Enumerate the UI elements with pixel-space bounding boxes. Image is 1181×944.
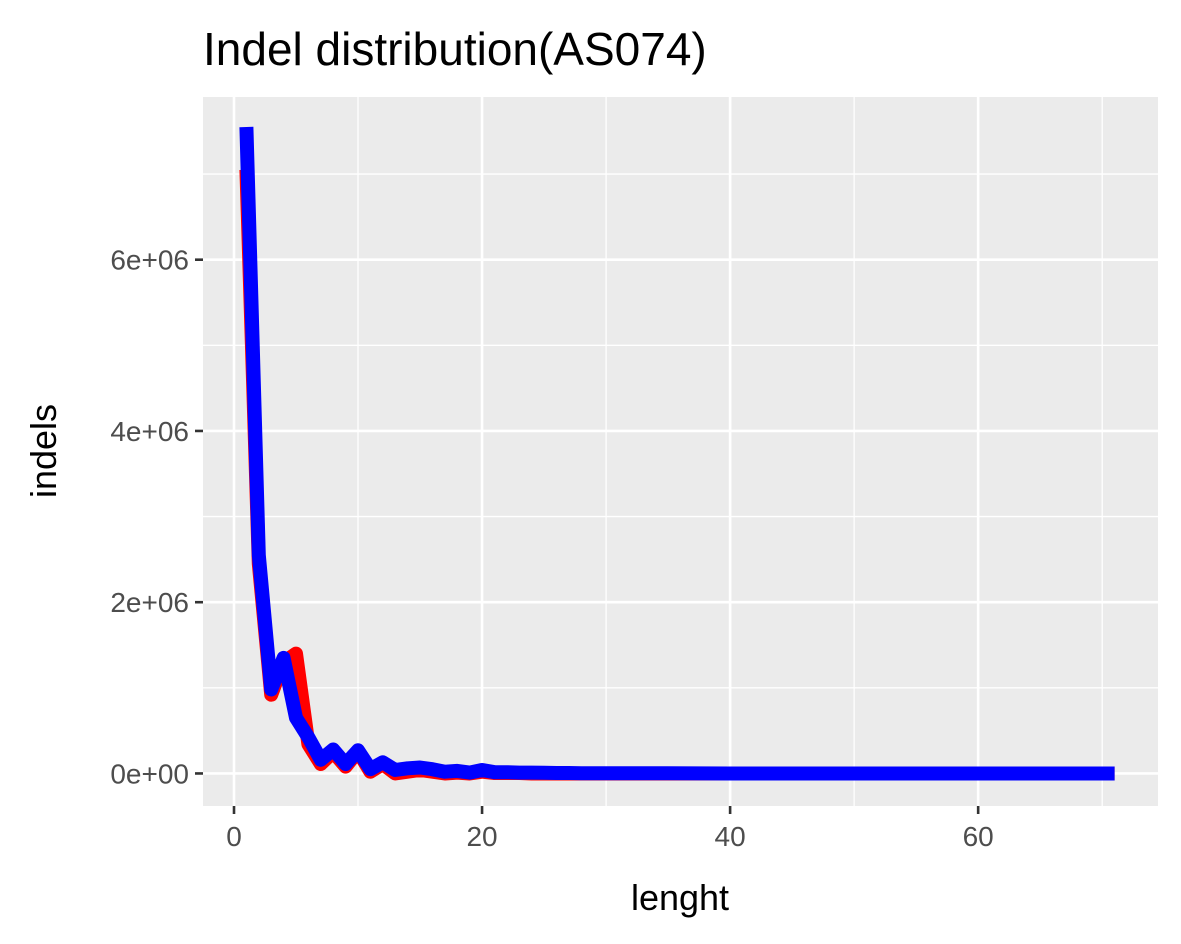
series-line-blue (239, 126, 1115, 781)
x-axis-title: lenght (631, 877, 729, 918)
x-tick-label: 40 (715, 821, 746, 852)
x-tick-label: 20 (466, 821, 497, 852)
y-tick-label: 6e+06 (110, 245, 189, 276)
plot-panel (203, 97, 1158, 806)
y-axis-title: indels (23, 404, 64, 498)
x-tick-label: 0 (226, 821, 242, 852)
axes: 0 20 40 60 0e+00 2e+06 4e+06 6e+06 (110, 245, 993, 852)
chart-title: Indel distribution(AS074) (203, 23, 707, 75)
y-tick-label: 2e+06 (110, 587, 189, 618)
x-tick-label: 60 (963, 821, 994, 852)
y-tick-label: 4e+06 (110, 416, 189, 447)
series-layer (239, 126, 1115, 781)
y-tick-label: 0e+00 (110, 758, 189, 789)
